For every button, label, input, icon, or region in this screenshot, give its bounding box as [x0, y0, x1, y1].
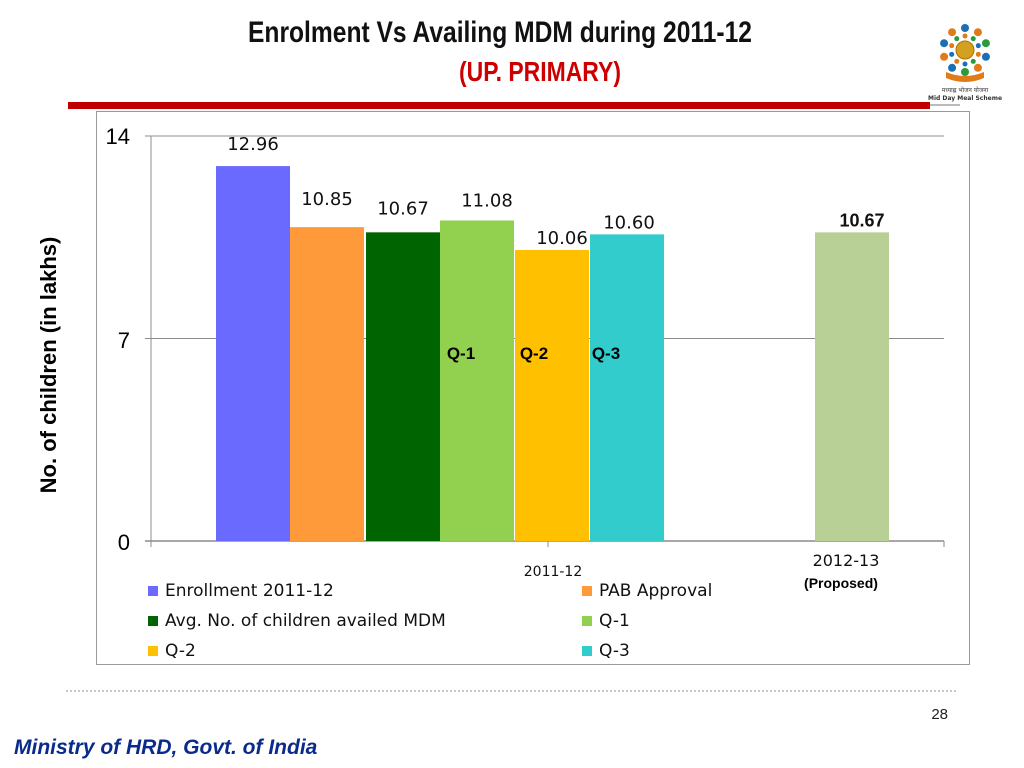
legend-swatch [148, 646, 158, 656]
logo-figure-icon [949, 51, 955, 57]
bar-7 [815, 232, 889, 541]
bar-value-label: 11.08 [461, 190, 513, 211]
logo-figure-icon [981, 52, 990, 61]
x-category-label: 2011-12 [524, 564, 583, 580]
logo-figure-icon [962, 61, 968, 67]
legend-label: Q-3 [599, 641, 630, 661]
slide-title: Enrolment Vs Availing MDM during 2011-12 [248, 16, 752, 49]
logo-figure-icon [961, 24, 969, 32]
legend-swatch [582, 586, 592, 596]
bar-3 [366, 232, 440, 541]
bar-6 [590, 234, 664, 541]
bar-value-label: 10.67 [377, 198, 429, 219]
logo-figure-icon [961, 68, 969, 76]
legend-swatch [582, 616, 592, 626]
logo-figure-icon [940, 39, 949, 48]
legend-swatch [148, 586, 158, 596]
bar-4 [440, 220, 514, 541]
logo-figure-icon [973, 28, 982, 37]
logo-figure-icon [975, 51, 981, 57]
mdm-logo: मध्याह्न भोजन योजना Mid Day Meal Scheme [928, 24, 1002, 102]
logo-figure-icon [954, 58, 960, 64]
logo-figure-icon [973, 63, 982, 72]
logo-figure-icon [970, 58, 976, 64]
page-number: 28 [931, 706, 948, 723]
logo-figure-icon [949, 43, 955, 49]
logo-figure-icon [962, 33, 968, 39]
bar-value-label: 12.96 [227, 134, 279, 155]
x-category-note: (Proposed) [804, 575, 878, 591]
quarter-annotation: Q-2 [520, 344, 548, 363]
legend-swatch [582, 646, 592, 656]
y-tick-label: 0 [118, 530, 130, 555]
quarter-annotation: Q-1 [447, 344, 475, 363]
legend-swatch [148, 616, 158, 626]
legend-label: PAB Approval [599, 581, 713, 601]
bar-5 [515, 249, 589, 541]
bar-value-label: 10.60 [603, 212, 655, 233]
footer-divider [66, 690, 956, 692]
logo-text-hindi: मध्याह्न भोजन योजना [942, 86, 989, 94]
x-category-label: 2012-13 [813, 551, 880, 570]
logo-figure-icon [940, 52, 949, 61]
legend-label: Enrollment 2011-12 [165, 581, 334, 601]
logo-text-english: Mid Day Meal Scheme [928, 95, 1002, 102]
logo-figure-icon [975, 43, 981, 49]
legend-label: Q-2 [165, 641, 196, 661]
y-axis-label: No. of children (in lakhs) [36, 236, 61, 494]
logo-figure-icon [970, 36, 976, 42]
footer-text: Ministry of HRD, Govt. of India [14, 736, 318, 759]
title-divider [68, 102, 930, 109]
logo-figure-icon [948, 63, 957, 72]
logo-figure-icon [948, 28, 957, 37]
y-tick-label: 7 [118, 328, 130, 353]
legend-label: Avg. No. of children availed MDM [165, 611, 446, 631]
divider-tail [930, 104, 960, 106]
bar-value-label: 10.06 [536, 228, 588, 249]
legend-label: Q-1 [599, 611, 630, 631]
bar-1 [216, 166, 290, 542]
slide-subtitle: (UP. PRIMARY) [458, 56, 622, 87]
logo-figure-icon [981, 39, 990, 48]
y-tick-label: 14 [106, 124, 130, 149]
logo-figure-icon [954, 36, 960, 42]
quarter-annotation: Q-3 [592, 344, 620, 363]
bar-2 [290, 227, 364, 541]
bar-value-label: 10.67 [839, 210, 884, 230]
bar-value-label: 10.85 [301, 189, 353, 210]
